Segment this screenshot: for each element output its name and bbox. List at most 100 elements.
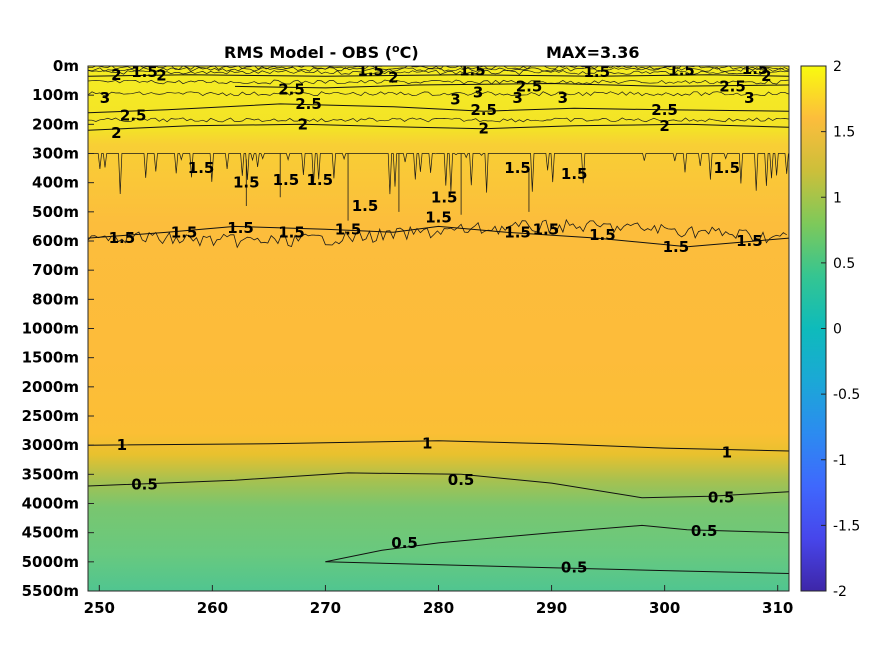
contour-label: 2	[111, 124, 121, 142]
contour-line	[88, 440, 789, 452]
contour-label: 3	[558, 89, 568, 107]
y-tick-label: 4000m	[22, 495, 79, 513]
contour-label: 1.5	[504, 223, 531, 241]
contour-label: 1.5	[589, 226, 616, 244]
contour-label: 0.5	[391, 534, 418, 552]
x-tick-label: 310	[762, 599, 793, 617]
y-tick-label: 2500m	[22, 407, 79, 425]
contour-label: 2	[156, 67, 166, 85]
y-tick-label: 800m	[32, 290, 79, 308]
contour-line	[88, 74, 789, 77]
contour-label: 1.5	[188, 159, 215, 177]
x-tick-label: 300	[649, 599, 680, 617]
contour-label: 0.5	[561, 559, 588, 577]
x-axis: 250 260 270 280 290 300 310	[84, 585, 793, 617]
contour-label: 1.5	[109, 229, 136, 247]
contour-label: 1.5	[736, 232, 763, 250]
contour-label: 1.5	[357, 61, 384, 79]
colorbar-tick-label: -0.5	[833, 387, 860, 403]
chart-title: RMS Model - OBS (oC)	[224, 42, 419, 62]
contour-label: 2	[761, 67, 771, 85]
surface-contour	[88, 117, 789, 123]
colorbar-tick-label: 1	[833, 190, 842, 206]
y-tick-label: 5000m	[22, 553, 79, 571]
contour-label: 2.5	[120, 107, 147, 125]
contour-line	[234, 82, 789, 89]
contour-label: 0.5	[131, 476, 158, 494]
contour-label: 1.5	[668, 61, 695, 79]
jagged-contour	[88, 218, 787, 249]
y-tick-label: 3500m	[22, 465, 79, 483]
y-tick-label: 300m	[32, 145, 79, 163]
contour-label: 2.5	[516, 77, 543, 95]
y-axis: 0m 100m 200m 300m 400m 500m 600m 700m 800m 1000m 1…	[22, 57, 94, 600]
band-top-contour	[88, 153, 789, 195]
surface-contour	[88, 79, 789, 85]
y-tick-label: 100m	[32, 86, 79, 104]
contour-label: 0.5	[708, 489, 735, 507]
colorbar-tick-label: 0	[833, 322, 842, 338]
title-main: RMS Model - OBS (	[224, 43, 392, 62]
contour-label: 2.5	[719, 77, 746, 95]
contour-label: 3	[512, 89, 522, 107]
colorbar-tick-label: -1.5	[833, 518, 860, 534]
contour-label: 1.5	[233, 174, 260, 192]
y-tick-label: 600m	[32, 232, 79, 250]
colorbar-tick-label: 1.5	[833, 125, 855, 141]
contour-label: 3	[450, 91, 460, 109]
x-tick-label: 260	[197, 599, 228, 617]
contour-label: 1.5	[714, 159, 741, 177]
contour-label: 3	[744, 89, 754, 107]
contour-line	[88, 103, 789, 114]
contour-label: 1.5	[171, 223, 198, 241]
y-tick-label: 4500m	[22, 524, 79, 542]
contour-label: 1.5	[352, 197, 379, 215]
contour-label: 0.5	[448, 471, 475, 489]
x-tick-label: 270	[310, 599, 341, 617]
title-superscript: o	[392, 42, 400, 55]
contour-label: 1.5	[425, 209, 452, 227]
y-tick-label: 1000m	[22, 320, 79, 338]
y-tick-label: 0m	[53, 57, 79, 75]
contour-lines	[88, 74, 789, 574]
contour-line	[88, 472, 789, 499]
contour-label: 2	[659, 117, 669, 135]
contour-label: 1.5	[504, 159, 531, 177]
contour-label: 1	[722, 444, 732, 462]
contour-line	[325, 561, 789, 574]
colorbar-tick-label: 2	[833, 59, 842, 75]
contour-label: 0.5	[691, 522, 718, 540]
contour-label: 1.5	[335, 220, 362, 238]
colorbar-tick-label: -2	[833, 584, 847, 600]
contour-label: 1.5	[307, 171, 334, 189]
colorbar-ticks: 2 1.5 1 0.5 0 -0.5 -1 -1.5 -2	[821, 59, 860, 600]
contour-label: 1	[117, 436, 127, 454]
contour-label: 2.5	[278, 80, 305, 98]
surface-contour	[88, 67, 789, 72]
contour-label: 3	[100, 89, 110, 107]
contour-label: 1.5	[663, 238, 690, 256]
y-tick-label: 500m	[32, 203, 79, 221]
contour-label: 1.5	[278, 223, 305, 241]
y-tick-label: 400m	[32, 174, 79, 192]
surface-contour	[88, 69, 789, 75]
max-label: MAX=3.36	[546, 43, 640, 62]
x-tick-label: 250	[84, 599, 115, 617]
surface-contour	[88, 91, 789, 97]
x-tick-label: 280	[423, 599, 454, 617]
contour-line	[88, 123, 789, 131]
y-tick-label: 2000m	[22, 378, 79, 396]
contour-label: 1.5	[227, 219, 254, 237]
contour-label: 2.5	[651, 101, 678, 119]
colorbar-tick-label: 0.5	[833, 256, 855, 272]
y-tick-label: 700m	[32, 261, 79, 279]
contour-label: 1	[422, 435, 432, 453]
contour-label: 2	[111, 66, 121, 84]
contour-label: 1.5	[131, 63, 158, 81]
contour-label: 3	[473, 83, 483, 101]
contour-line	[88, 225, 789, 248]
contour-label: 1.5	[431, 188, 458, 206]
contour-label: 1.5	[561, 165, 588, 183]
contour-label: 2.5	[470, 101, 497, 119]
